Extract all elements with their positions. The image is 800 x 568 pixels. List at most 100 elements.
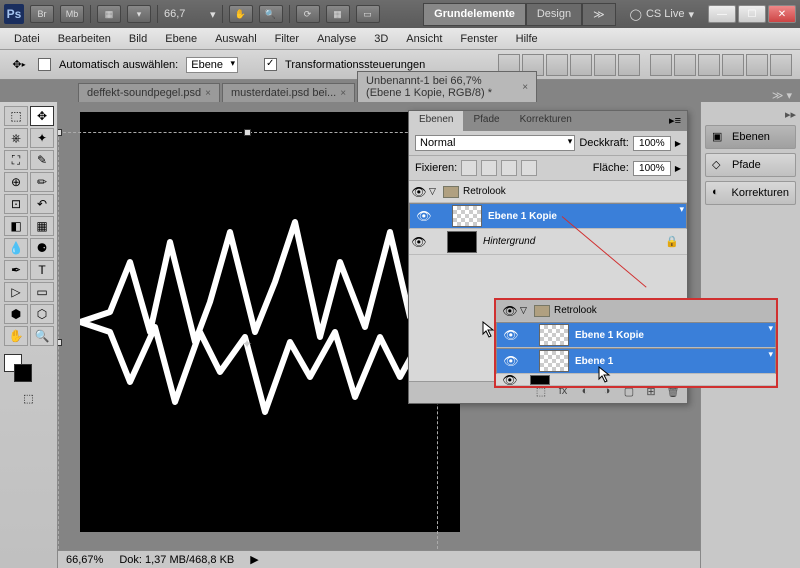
visibility-icon[interactable]: 👁 [500, 304, 520, 318]
menu-bild[interactable]: Bild [121, 30, 155, 48]
layer-name[interactable]: Ebene 1 Kopie [488, 211, 557, 222]
blur-tool[interactable]: 💧 [4, 238, 28, 258]
brush-tool[interactable]: ✏ [30, 172, 54, 192]
layer-row-selected[interactable]: 👁 Ebene 1 [496, 348, 776, 374]
layer-thumbnail[interactable] [539, 324, 569, 346]
type-tool[interactable]: T [30, 260, 54, 280]
menu-analyse[interactable]: Analyse [309, 30, 364, 48]
align-icon[interactable] [570, 54, 592, 76]
fill-arrow-icon[interactable]: ▶ [675, 164, 681, 173]
transform-handle[interactable] [58, 339, 62, 346]
tab-close-icon[interactable]: × [205, 88, 211, 99]
eraser-tool[interactable]: ◧ [4, 216, 28, 236]
workspace-grundelemente[interactable]: Grundelemente [423, 3, 526, 26]
hand-tool[interactable]: ✋ [4, 326, 28, 346]
view-guides-button[interactable]: ▾ [127, 5, 151, 23]
tab-close-icon[interactable]: × [340, 88, 346, 99]
fill-input[interactable]: 100% [633, 161, 671, 176]
3d-camera-tool[interactable]: ⬡ [30, 304, 54, 324]
move-tool[interactable]: ✥ [30, 106, 54, 126]
layer-name[interactable]: Ebene 1 Kopie [575, 330, 644, 341]
lasso-tool[interactable]: ⎈ [4, 128, 28, 148]
view-extras-button[interactable]: ▦ [97, 5, 121, 23]
cs-live-button[interactable]: ◯ CS Live ▾ [630, 8, 694, 21]
group-expand-icon[interactable]: ▽ [520, 305, 534, 316]
workspace-design[interactable]: Design [526, 3, 582, 26]
distribute-icon[interactable] [722, 54, 744, 76]
layer-thumbnail[interactable] [452, 205, 482, 227]
heal-tool[interactable]: ⊕ [4, 172, 28, 192]
background-swatch[interactable] [14, 364, 32, 382]
shape-tool[interactable]: ▭ [30, 282, 54, 302]
menu-filter[interactable]: Filter [267, 30, 307, 48]
layer-group[interactable]: 👁 ▽ Retrolook [409, 181, 687, 203]
visibility-icon[interactable]: 👁 [409, 235, 429, 249]
layer-row-selected[interactable]: 👁 Ebene 1 Kopie [496, 322, 776, 348]
path-tool[interactable]: ▷ [4, 282, 28, 302]
panel-tab-pfade[interactable]: Pfade [463, 111, 509, 131]
align-icon[interactable] [618, 54, 640, 76]
visibility-icon[interactable]: 👁 [414, 209, 434, 223]
transform-handle[interactable] [244, 129, 251, 136]
hand-button[interactable]: ✋ [229, 5, 253, 23]
color-swatches[interactable] [4, 354, 53, 386]
gradient-tool[interactable]: ▦ [30, 216, 54, 236]
layer-name[interactable]: Ebene 1 [575, 356, 613, 367]
opacity-arrow-icon[interactable]: ▶ [675, 139, 681, 148]
transform-center-icon[interactable]: ✦ [242, 337, 254, 349]
distribute-icon[interactable] [770, 54, 792, 76]
rotate-button[interactable]: ⟳ [296, 5, 320, 23]
align-icon[interactable] [594, 54, 616, 76]
menu-fenster[interactable]: Fenster [452, 30, 505, 48]
visibility-icon[interactable]: 👁 [501, 328, 521, 342]
document-tab[interactable]: deffekt-soundpegel.psd× [78, 83, 220, 102]
quickmask-button[interactable]: ⬚ [4, 392, 53, 405]
lock-pixels-icon[interactable] [481, 160, 497, 176]
lock-transparency-icon[interactable] [461, 160, 477, 176]
dock-collapse-icon[interactable]: ▸▸ [705, 108, 796, 121]
status-arrow-icon[interactable]: ▶ [250, 553, 258, 566]
eyedropper-tool[interactable]: ✎ [30, 150, 54, 170]
menu-bearbeiten[interactable]: Bearbeiten [50, 30, 119, 48]
minibridge-button[interactable]: Mb [60, 5, 84, 23]
distribute-icon[interactable] [674, 54, 696, 76]
dock-pfade-button[interactable]: ◇Pfade [705, 153, 796, 177]
menu-ansicht[interactable]: Ansicht [398, 30, 450, 48]
layer-row[interactable]: 👁 Hintergrund 🔒 [409, 229, 687, 255]
auto-select-checkbox[interactable] [38, 58, 51, 71]
align-icon[interactable] [546, 54, 568, 76]
layer-name[interactable]: Retrolook [554, 305, 597, 316]
visibility-icon[interactable]: 👁 [501, 354, 521, 368]
panel-tab-korrekturen[interactable]: Korrekturen [510, 111, 582, 131]
transform-bounding-box[interactable]: ✦ [58, 132, 438, 554]
zoom-button[interactable]: 🔍 [259, 5, 283, 23]
visibility-icon[interactable]: 👁 [500, 373, 520, 387]
panel-tab-ebenen[interactable]: Ebenen [409, 111, 463, 131]
lock-all-icon[interactable] [521, 160, 537, 176]
history-brush-tool[interactable]: ↶ [30, 194, 54, 214]
group-expand-icon[interactable]: ▽ [429, 186, 443, 197]
close-button[interactable]: ✕ [768, 5, 796, 23]
menu-datei[interactable]: Datei [6, 30, 48, 48]
status-zoom[interactable]: 66,67% [66, 554, 103, 566]
layer-name[interactable]: Retrolook [463, 186, 506, 197]
layer-thumbnail[interactable] [539, 350, 569, 372]
distribute-icon[interactable] [698, 54, 720, 76]
maximize-button[interactable]: ☐ [738, 5, 766, 23]
wand-tool[interactable]: ✦ [30, 128, 54, 148]
menu-3d[interactable]: 3D [366, 30, 396, 48]
crop-tool[interactable]: ⛶ [4, 150, 28, 170]
arrange-button[interactable]: ▦ [326, 5, 350, 23]
dock-ebenen-button[interactable]: ▣Ebenen [705, 125, 796, 149]
transform-checkbox[interactable] [264, 58, 277, 71]
pen-tool[interactable]: ✒ [4, 260, 28, 280]
marquee-tool[interactable]: ⬚ [4, 106, 28, 126]
zoom-value[interactable]: 66,7 [164, 8, 204, 20]
status-doc-size[interactable]: Dok: 1,37 MB/468,8 KB [119, 554, 234, 566]
dodge-tool[interactable]: ⚈ [30, 238, 54, 258]
panel-menu-icon[interactable]: ▸≡ [663, 111, 687, 131]
screen-mode-button[interactable]: ▭ [356, 5, 380, 23]
layer-thumbnail[interactable] [447, 231, 477, 253]
stamp-tool[interactable]: ⊡ [4, 194, 28, 214]
blend-mode-select[interactable]: Normal [415, 135, 575, 151]
